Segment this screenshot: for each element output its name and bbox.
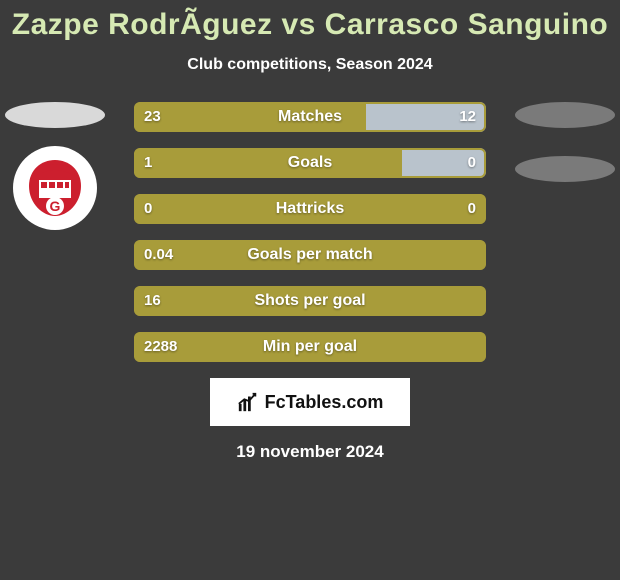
left-club-badge: G [13, 146, 97, 230]
left-logo-column: G [0, 102, 110, 230]
stat-label: Matches [134, 102, 486, 132]
date-label: 19 november 2024 [0, 442, 620, 462]
brand-text: FcTables.com [265, 392, 384, 413]
stat-row: Goals1 0 [134, 148, 486, 178]
stat-label: Goals [134, 148, 486, 178]
subtitle: Club competitions, Season 2024 [0, 56, 620, 74]
stat-label: Hattricks [134, 194, 486, 224]
right-value: 0 [468, 194, 476, 224]
right-flag-oval-2 [515, 156, 615, 182]
stat-row: Hattricks0 0 [134, 194, 486, 224]
stat-label: Goals per match [134, 240, 486, 270]
page-title: Zazpe RodrÃ­guez vs Carrasco Sanguino [0, 0, 620, 42]
left-value: 23 [144, 102, 161, 132]
stat-label: Min per goal [134, 332, 486, 362]
stat-row: Shots per goal16 [134, 286, 486, 316]
left-value: 16 [144, 286, 161, 316]
stat-row: Matches23 12 [134, 102, 486, 132]
left-value: 1 [144, 148, 152, 178]
right-flag-oval-1 [515, 102, 615, 128]
stat-bars: Matches2312Goals10Hattricks00Goals per m… [134, 102, 486, 362]
right-logo-column [510, 102, 620, 194]
left-value: 2288 [144, 332, 177, 362]
club-badge-icon: G [23, 156, 87, 220]
stat-row: Min per goal2288 [134, 332, 486, 362]
right-value: 12 [459, 102, 476, 132]
left-flag-oval [5, 102, 105, 128]
brand-badge: FcTables.com [210, 378, 410, 426]
left-value: 0.04 [144, 240, 173, 270]
brand-logo-icon [237, 391, 259, 413]
stat-row: Goals per match0.04 [134, 240, 486, 270]
svg-text:G: G [50, 198, 61, 214]
stat-label: Shots per goal [134, 286, 486, 316]
comparison-chart: G Matches2312Goals10Hattricks00Goals per… [0, 102, 620, 362]
left-value: 0 [144, 194, 152, 224]
right-value: 0 [468, 148, 476, 178]
